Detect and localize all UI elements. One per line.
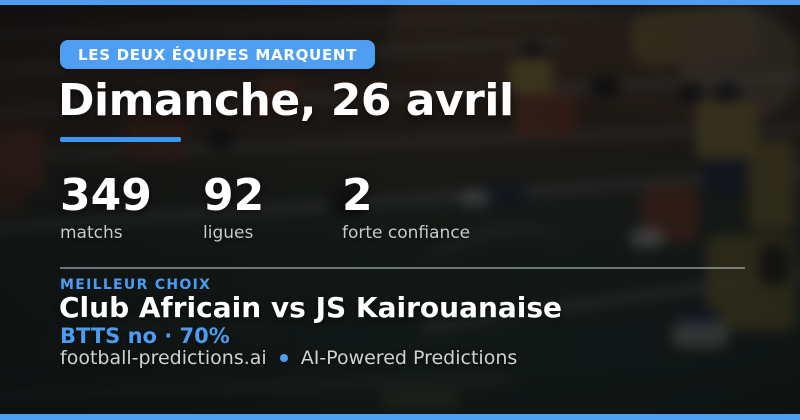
stat-leagues: 92 ligues [203, 170, 265, 244]
dot-separator-icon [279, 354, 288, 362]
prediction-label: BTTS no · 70% [60, 324, 230, 348]
match-title: Club Africain vs JS Kairouanaise [59, 291, 563, 324]
stat-value: 2 [342, 170, 373, 221]
stat-value: 92 [203, 170, 265, 221]
bottom-accent-bar [0, 414, 800, 420]
stat-matches: 349 matchs [60, 170, 152, 244]
top-accent-bar [0, 0, 800, 5]
stat-label: ligues [203, 223, 254, 243]
footer: football-predictions.ai AI-Powered Predi… [60, 347, 517, 369]
section-divider [60, 267, 745, 269]
site-name: football-predictions.ai [60, 347, 267, 369]
market-badge: LES DEUX ÉQUIPES MARQUENT [60, 40, 376, 69]
date-title: Dimanche, 26 avril [58, 75, 514, 126]
title-underline [60, 137, 181, 142]
tagline: AI-Powered Predictions [300, 347, 518, 369]
stat-high-confidence: 2 forte confiance [342, 170, 471, 244]
stat-label: matchs [60, 223, 123, 243]
stat-label: forte confiance [342, 223, 471, 243]
stat-value: 349 [60, 170, 152, 221]
best-pick-kicker: MEILLEUR CHOIX [60, 277, 212, 293]
